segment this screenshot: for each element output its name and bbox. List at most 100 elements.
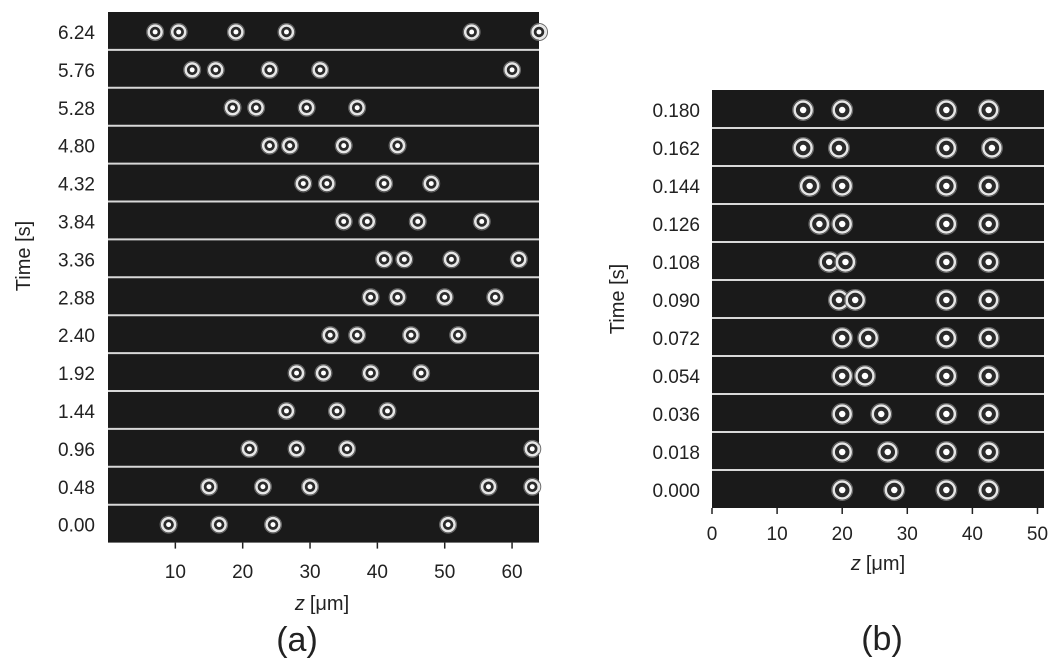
- particle-halo: [280, 136, 299, 155]
- particle-core: [189, 67, 195, 73]
- particle-core: [943, 296, 950, 304]
- particle: [280, 136, 299, 155]
- particle-core: [317, 67, 323, 73]
- particle-halo: [935, 251, 958, 273]
- particle-halo: [870, 403, 893, 425]
- particle-halo: [977, 479, 1000, 501]
- particle-halo: [183, 60, 202, 79]
- y-tick-label: 0.126: [652, 215, 700, 236]
- particle: [240, 439, 259, 458]
- particle-halo: [260, 136, 279, 155]
- particle-core: [479, 218, 485, 224]
- particle-core: [985, 106, 992, 114]
- particle-halo: [327, 401, 346, 420]
- particle-halo: [361, 364, 380, 383]
- particle-halo: [831, 213, 854, 235]
- particle-halo: [375, 250, 394, 269]
- particle: [935, 289, 958, 311]
- particle: [226, 22, 245, 41]
- panel-b-y-tick-labels: 0.180 0.162 0.144 0.126 0.108 0.090 0.072 0.054…: [652, 101, 700, 502]
- particle: [146, 22, 165, 41]
- particle-core: [985, 296, 992, 304]
- particle-core: [469, 29, 475, 35]
- particle-core: [327, 332, 333, 338]
- particle-core: [324, 181, 330, 187]
- x-tick-label: 20: [232, 562, 253, 583]
- y-tick-label: 1.44: [58, 402, 95, 423]
- particle-core: [985, 448, 992, 456]
- particle: [977, 327, 1000, 349]
- particle: [472, 212, 491, 231]
- particle: [334, 212, 353, 231]
- particle-core: [838, 182, 846, 190]
- particle: [200, 477, 219, 496]
- particle-core: [283, 29, 289, 35]
- y-tick-label: 0.090: [652, 291, 700, 312]
- particle-core: [838, 334, 846, 342]
- particle: [408, 212, 427, 231]
- particle: [831, 365, 854, 387]
- particle-core: [985, 182, 992, 190]
- particle: [378, 401, 397, 420]
- particle-core: [455, 332, 461, 338]
- particle-core: [529, 446, 535, 452]
- particle-core: [985, 258, 992, 266]
- particle-halo: [503, 60, 522, 79]
- panel-a: 6.24 5.76 5.28 4.80 4.32 3.84 3.36 2.88 2.40 1.92…: [13, 12, 548, 659]
- y-tick-label: 2.40: [58, 326, 95, 347]
- particle-core: [943, 448, 950, 456]
- y-tick-label: 0.180: [652, 101, 700, 122]
- particle: [831, 213, 854, 235]
- particle-core: [230, 105, 236, 111]
- particle-halo: [361, 288, 380, 307]
- particle-halo: [523, 439, 542, 458]
- particle: [935, 137, 958, 159]
- particle-core: [838, 372, 846, 380]
- particle-halo: [247, 98, 266, 117]
- particle-core: [307, 484, 313, 490]
- particle-halo: [378, 401, 397, 420]
- particle-core: [509, 67, 515, 73]
- particle: [439, 515, 458, 534]
- particle: [159, 515, 178, 534]
- particle-core: [267, 67, 273, 73]
- particle: [935, 251, 958, 273]
- particle-core: [253, 105, 259, 111]
- particle-core: [816, 220, 823, 228]
- panel-b-y-axis-title: Time [s]: [607, 264, 629, 334]
- particle-core: [260, 484, 266, 490]
- particle: [935, 441, 958, 463]
- particle-halo: [831, 441, 854, 463]
- particle: [449, 326, 468, 345]
- panel-a-x-axis-title: z [μm]: [294, 593, 349, 615]
- particle-halo: [935, 441, 958, 463]
- particle-core: [943, 334, 950, 342]
- particle: [977, 99, 1000, 121]
- particle-core: [492, 294, 498, 300]
- particle-core: [368, 370, 374, 376]
- particle: [311, 60, 330, 79]
- particle-core: [442, 294, 448, 300]
- particle-core: [943, 258, 950, 266]
- particle-halo: [479, 477, 498, 496]
- particle-core: [536, 29, 542, 35]
- particle-halo: [263, 515, 282, 534]
- particle-core: [838, 106, 846, 114]
- particle-core: [529, 484, 535, 490]
- particle-core: [395, 143, 401, 149]
- particle: [422, 174, 441, 193]
- particle-core: [943, 486, 950, 494]
- particle-halo: [935, 137, 958, 159]
- particle-halo: [422, 174, 441, 193]
- particle-halo: [977, 175, 1000, 197]
- particle-halo: [980, 137, 1003, 159]
- particle-core: [838, 220, 846, 228]
- particle-halo: [977, 327, 1000, 349]
- particle: [486, 288, 505, 307]
- y-tick-label: 0.018: [652, 443, 700, 464]
- particle-core: [381, 256, 387, 262]
- panel-a-particles: [146, 22, 548, 534]
- particle-halo: [831, 327, 854, 349]
- y-tick-label: 3.36: [58, 250, 95, 271]
- particle-halo: [435, 288, 454, 307]
